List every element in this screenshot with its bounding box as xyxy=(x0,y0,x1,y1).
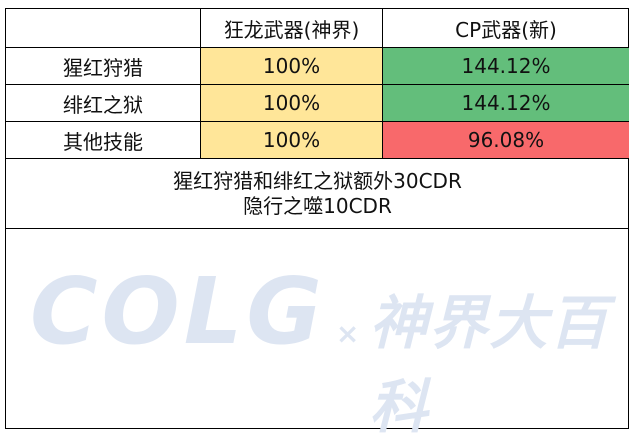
watermark-cross: × xyxy=(335,317,360,350)
row-label: 猩红狩猎 xyxy=(6,48,201,85)
header-cell: 狂龙武器(神界) xyxy=(201,9,383,48)
value-cell: 100% xyxy=(201,122,383,159)
value-cell: 100% xyxy=(201,85,383,122)
value-cell: 96.08% xyxy=(383,122,629,159)
row-label: 其他技能 xyxy=(6,122,201,159)
corner-cell xyxy=(6,9,201,48)
note: 隐行之噬10CDR xyxy=(243,193,392,218)
header-cell: CP武器(新) xyxy=(383,9,629,48)
watermark-site: 神界大百科 xyxy=(369,289,610,441)
row-label: 绯红之狱 xyxy=(6,85,201,122)
value-cell: 100% xyxy=(201,48,383,85)
note: 猩红狩猎和绯红之狱额外30CDR xyxy=(173,168,462,193)
watermark-brand: COLG xyxy=(30,258,326,365)
watermark: COLG × 神界大百科 xyxy=(30,258,635,444)
value-cell: 144.12% xyxy=(383,48,629,85)
value-cell: 144.12% xyxy=(383,85,629,122)
notes-cell: 猩红狩猎和绯红之狱额外30CDR 隐行之噬10CDR xyxy=(6,159,629,229)
table: 狂龙武器(神界) CP武器(新) 猩红狩猎 100% 144.12% 绯红之狱 … xyxy=(5,8,629,429)
